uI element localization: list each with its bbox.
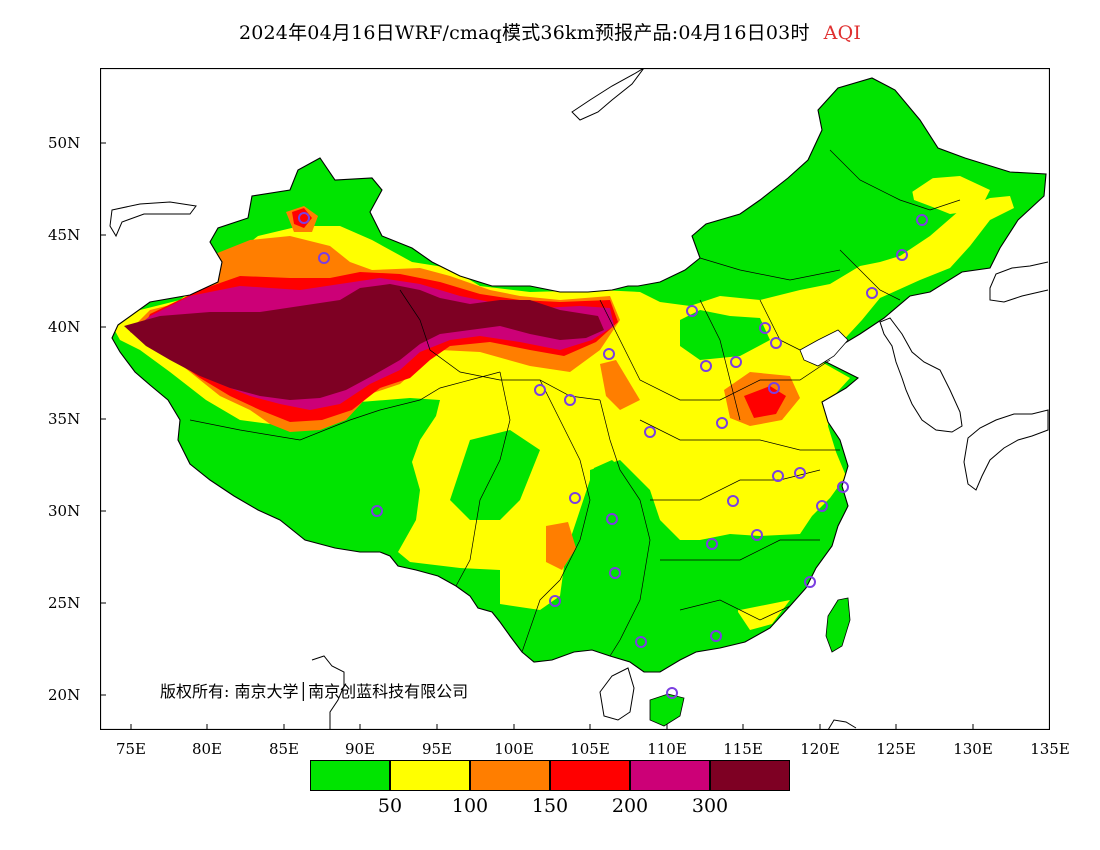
title-main: 2024年04月16日WRF/cmaq模式36km预报产品:04月16日03时	[238, 22, 810, 44]
station-marker	[772, 470, 784, 482]
lon-label-75e: 75E	[115, 740, 147, 758]
taiwan-island	[825, 597, 851, 653]
station-marker	[534, 384, 546, 396]
station-marker	[727, 495, 739, 507]
map-frame-border	[100, 68, 1050, 730]
lat-label-50n: 50N	[48, 134, 81, 152]
station-markers	[298, 212, 928, 699]
legend-swatch	[710, 760, 790, 791]
station-marker	[896, 249, 908, 261]
station-marker	[318, 252, 330, 264]
lon-label-100e: 100E	[494, 740, 534, 758]
station-marker	[635, 636, 647, 648]
lon-label-135e: 135E	[1030, 740, 1070, 758]
station-marker	[609, 567, 621, 579]
station-marker	[768, 382, 780, 394]
station-marker	[770, 337, 782, 349]
station-marker	[716, 417, 728, 429]
color-legend	[310, 760, 790, 791]
copyright-text: 版权所有: 南京大学│南京创蓝科技有限公司	[160, 681, 468, 701]
legend-tick-200: 200	[611, 795, 649, 817]
lon-ticks	[130, 724, 974, 730]
station-marker	[606, 513, 618, 525]
station-marker	[706, 538, 718, 550]
lat-label-25n: 25N	[48, 594, 81, 612]
station-marker	[564, 394, 576, 406]
title-variable: AQI	[823, 22, 862, 44]
lon-label-120e: 120E	[800, 740, 840, 758]
station-marker	[710, 630, 722, 642]
station-marker	[816, 500, 828, 512]
legend-tick-300: 300	[691, 795, 729, 817]
lon-label-90e: 90E	[344, 740, 376, 758]
legend-swatch	[390, 760, 470, 791]
lon-label-110e: 110E	[647, 740, 687, 758]
station-marker	[569, 492, 581, 504]
lat-label-30n: 30N	[48, 502, 81, 520]
province-boundaries	[189, 149, 961, 657]
legend-tick-150: 150	[531, 795, 569, 817]
lat-label-35n: 35N	[48, 410, 81, 428]
lon-label-80e: 80E	[191, 740, 223, 758]
station-marker	[700, 360, 712, 372]
legend-swatch	[550, 760, 630, 791]
station-marker	[759, 322, 771, 334]
lon-label-115e: 115E	[723, 740, 763, 758]
station-marker	[804, 576, 816, 588]
aqi-map: 版权所有: 南京大学│南京创蓝科技有限公司	[100, 68, 1050, 730]
neighbor-coastlines	[109, 68, 1049, 730]
station-marker	[794, 467, 806, 479]
lon-label-105e: 105E	[570, 740, 610, 758]
lat-label-45n: 45N	[48, 226, 81, 244]
station-marker	[644, 426, 656, 438]
lat-ticks	[100, 142, 106, 696]
lon-label-130e: 130E	[953, 740, 993, 758]
station-marker	[866, 287, 878, 299]
station-marker	[730, 356, 742, 368]
station-marker	[549, 595, 561, 607]
station-marker	[751, 529, 763, 541]
lon-label-125e: 125E	[876, 740, 916, 758]
station-marker	[298, 212, 310, 224]
legend-swatch	[470, 760, 550, 791]
station-marker	[686, 305, 698, 317]
lat-label-20n: 20N	[48, 686, 81, 704]
lon-label-95e: 95E	[421, 740, 453, 758]
legend-tick-50: 50	[377, 795, 403, 817]
station-marker	[603, 348, 615, 360]
station-marker	[837, 481, 849, 493]
legend-swatch	[630, 760, 710, 791]
lon-label-85e: 85E	[268, 740, 300, 758]
legend-tick-100: 100	[451, 795, 489, 817]
lat-label-40n: 40N	[48, 318, 81, 336]
station-marker	[371, 505, 383, 517]
bohai-sea	[799, 329, 849, 367]
station-marker	[916, 214, 928, 226]
station-marker	[666, 687, 678, 699]
map-title: 2024年04月16日WRF/cmaq模式36km预报产品:04月16日03时 A…	[0, 18, 1100, 45]
legend-swatch	[310, 760, 390, 791]
